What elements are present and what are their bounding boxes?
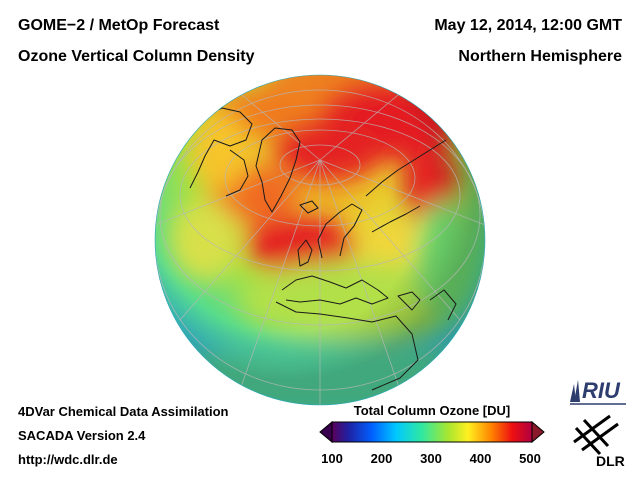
svg-text:RIU: RIU — [582, 378, 621, 403]
coastline-britain — [297, 239, 313, 267]
coastline-siberia — [365, 139, 447, 197]
coastline-scandinavia — [317, 203, 363, 259]
title-quantity: Ozone Vertical Column Density — [18, 48, 255, 65]
colorbar-low-arrow — [319, 420, 333, 444]
colorbar-high-arrow — [531, 420, 545, 444]
title-datetime: May 12, 2014, 12:00 GMT — [434, 17, 622, 34]
title-region: Northern Hemisphere — [458, 48, 622, 65]
coastline-africa — [275, 301, 419, 391]
colorbar-tick-100: 100 — [321, 451, 343, 466]
colorbar-tick-400: 400 — [469, 451, 492, 466]
colorbar — [319, 420, 545, 444]
coastline-canada — [189, 107, 253, 189]
riu-logo: RIU — [570, 378, 626, 405]
colorbar-tick-300: 300 — [420, 451, 442, 466]
colorbar-title: Total Column Ozone [DU] — [353, 403, 511, 418]
dlr-logo: DLR — [573, 414, 625, 468]
colorbar-scale — [331, 421, 533, 443]
footer-method: 4DVar Chemical Data Assimilation — [18, 404, 229, 419]
footer-version: SACADA Version 2.4 — [18, 428, 146, 443]
footer-url: http://wdc.dlr.de — [18, 452, 118, 467]
colorbar-tick-200: 200 — [370, 451, 393, 466]
coastline-iceland — [299, 200, 319, 214]
svg-text:DLR: DLR — [596, 453, 625, 468]
colorbar-tick-500: 500 — [519, 451, 541, 466]
coastline-europe — [281, 275, 389, 305]
title-product: GOME−2 / MetOp Forecast — [18, 17, 220, 34]
coastline-greenland — [255, 127, 301, 213]
